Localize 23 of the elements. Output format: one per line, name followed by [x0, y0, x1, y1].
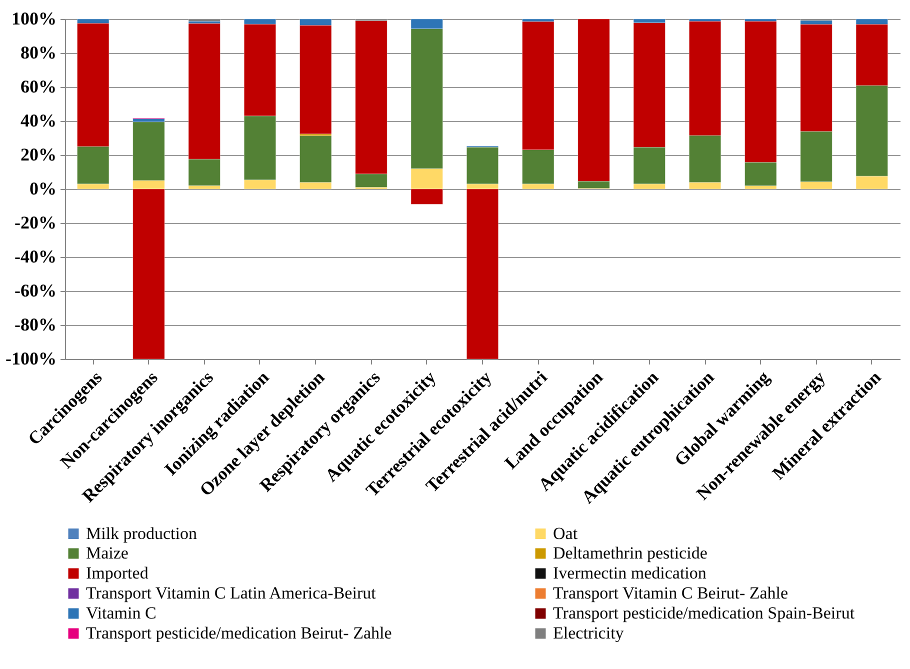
legend-label: Vitamin C [86, 604, 156, 622]
y-tick-label: -20% [14, 212, 56, 232]
y-tick-label: 80% [20, 42, 56, 62]
y-tick-label: -80% [14, 314, 56, 334]
y-tick-label: -40% [14, 246, 56, 266]
y-tick-label: -60% [14, 280, 56, 300]
y-tick-label: 0% [30, 178, 56, 198]
legend-label: Transport Vitamin C Latin America-Beirut [86, 584, 376, 602]
legend-label: Maize [86, 544, 128, 562]
legend-label: Imported [86, 564, 149, 582]
y-tick-label: 20% [20, 144, 56, 164]
legend-label: Transport pesticide/medication Spain-Beirut [553, 604, 855, 622]
legend-label: Electricity [553, 624, 624, 642]
legend-label: Ivermectin medication [553, 564, 707, 582]
legend-label: Milk production [86, 524, 198, 543]
y-tick-label: 60% [20, 76, 56, 96]
legend-label: Transport Vitamin C Beirut- Zahle [553, 584, 788, 602]
y-tick-label: 100% [12, 8, 56, 28]
legend-label: Deltamethrin pesticide [553, 544, 708, 562]
y-tick-label: 40% [20, 110, 56, 130]
legend-label: Transport pesticide/medication Beirut- Zahle [86, 624, 392, 642]
legend-label: Oat [553, 524, 578, 543]
y-tick-label: -100% [6, 348, 56, 368]
